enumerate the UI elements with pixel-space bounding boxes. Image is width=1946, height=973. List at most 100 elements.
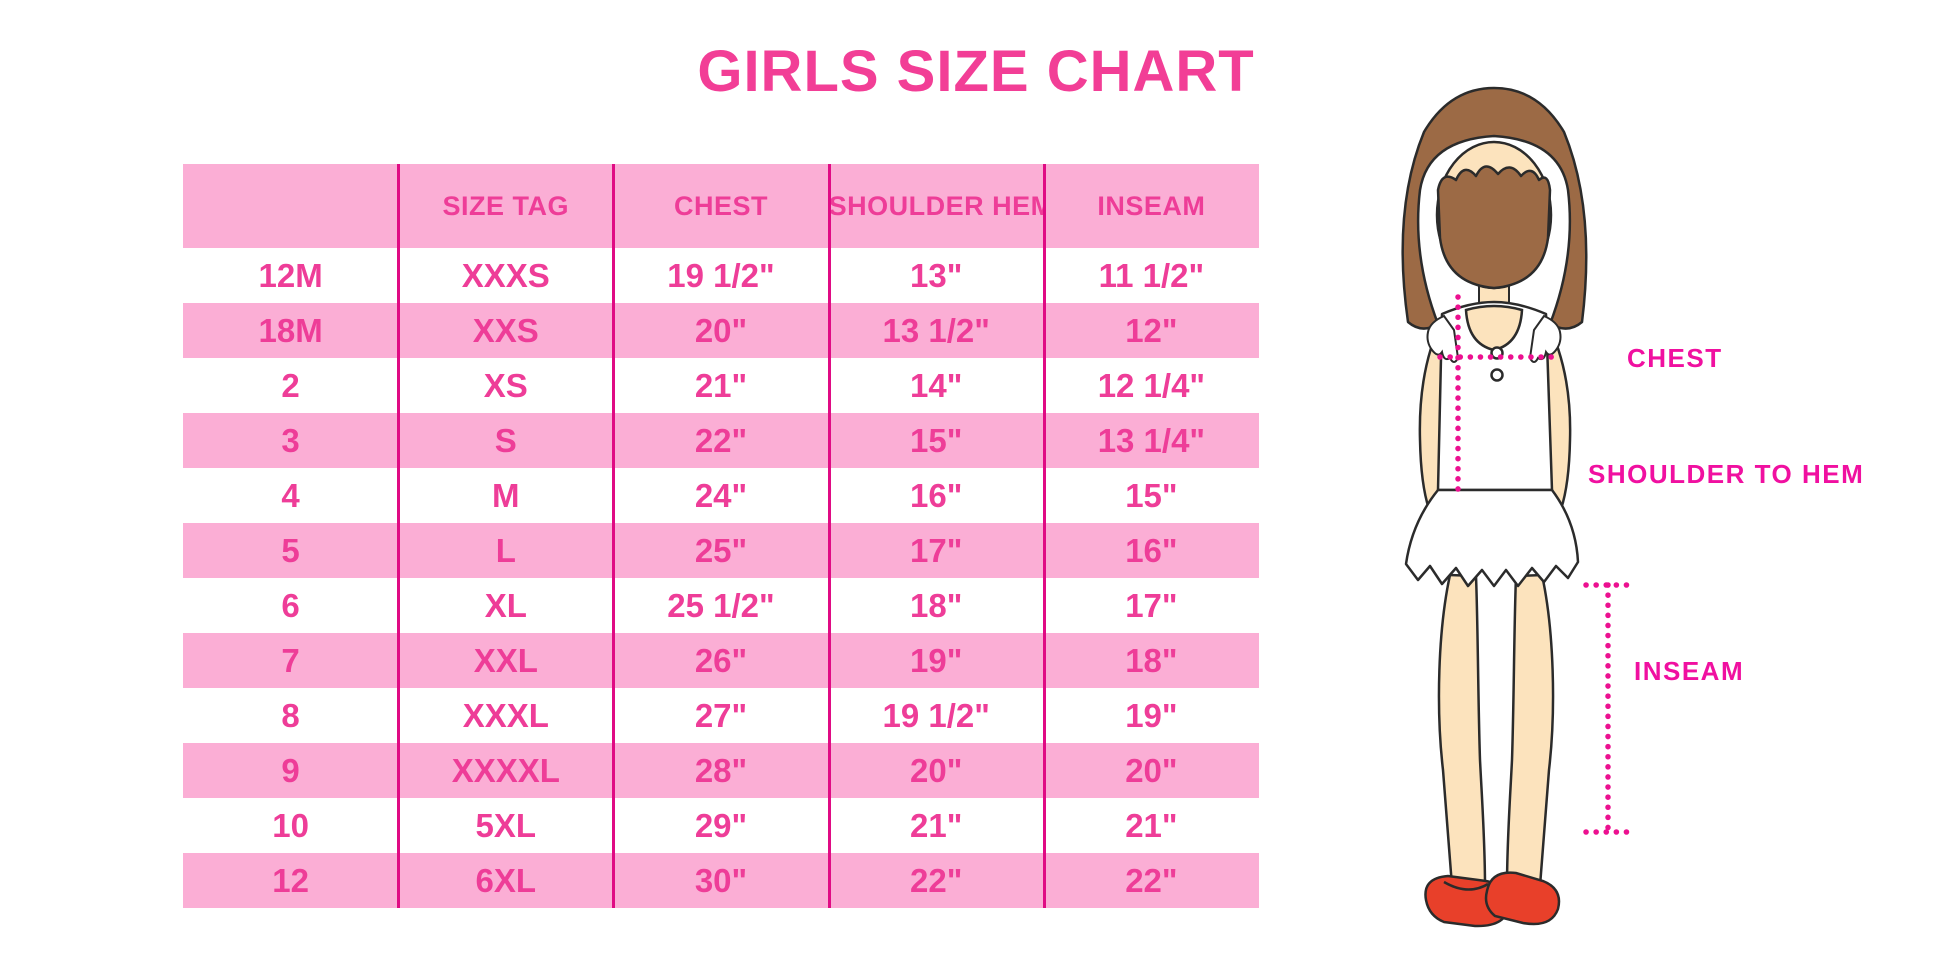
table-cell: 4: [281, 476, 300, 514]
right-ruffle: [1528, 314, 1562, 363]
table-cell: 12: [272, 861, 309, 899]
column-divider: [397, 164, 400, 908]
table-cell: 5XL: [475, 806, 537, 844]
table-cell: 8: [281, 696, 300, 734]
table-row: 10 5XL 29" 21" 21": [183, 798, 1259, 853]
table-cell: 22": [910, 861, 963, 899]
table-row: 8 XXXL 27" 19 1/2" 19": [183, 688, 1259, 743]
table-header: SIZE TAG CHEST SHOULDER HEM INSEAM: [183, 164, 1259, 248]
table-cell: 13 1/4": [1097, 421, 1206, 459]
table-cell: 12M: [258, 256, 323, 294]
table-cell: 9: [281, 751, 300, 789]
table-row: 18M XXS 20" 13 1/2" 12": [183, 303, 1259, 358]
table-cell: 15": [1125, 476, 1178, 514]
button: [1490, 368, 1504, 382]
table-cell: XXXL: [462, 696, 549, 734]
table-cell: XL: [484, 586, 527, 624]
table-cell: XXXXL: [451, 751, 560, 789]
table-cell: 6: [281, 586, 300, 624]
table-cell: 20": [910, 751, 963, 789]
table-cell: 21": [1125, 806, 1178, 844]
table-cell: 25": [694, 531, 748, 569]
header-cell: SHOULDER HEM: [828, 190, 1044, 221]
table-row: 2 XS 21" 14" 12 1/4": [183, 358, 1259, 413]
table-cell: 19 1/2": [667, 256, 775, 294]
shoulder-to-hem-label: SHOULDER TO HEM: [1588, 459, 1865, 489]
table-row: 4 M 24" 16" 15": [183, 468, 1259, 523]
table-cell: 21": [694, 366, 748, 404]
table-cell: L: [495, 531, 516, 569]
table-cell: 11 1/2": [1098, 256, 1205, 294]
table-row: 5 L 25" 17" 16": [183, 523, 1259, 578]
table-cell: 20": [1125, 751, 1178, 789]
table-cell: 17": [910, 531, 963, 569]
top-bodice: [1436, 300, 1554, 492]
table-cell: 20": [694, 311, 748, 349]
table-row: 6 XL 25 1/2" 18" 17": [183, 578, 1259, 633]
table-body: 12M XXXS 19 1/2" 13" 11 1/2" 18M XXS 20" 13 1/2"…: [183, 248, 1259, 908]
column-divider: [612, 164, 615, 908]
header-cell: SIZE TAG: [442, 190, 570, 221]
table-row: 12 6XL 30" 22" 22": [183, 853, 1259, 908]
table-cell: 15": [910, 421, 963, 459]
table-row: 12M XXXS 19 1/2" 13" 11 1/2": [183, 248, 1259, 303]
table-row: 3 S 22" 15" 13 1/4": [183, 413, 1259, 468]
table-cell: 21": [910, 806, 963, 844]
table-cell: 7: [281, 641, 300, 679]
table-cell: M: [492, 476, 520, 514]
table-cell: 6XL: [475, 861, 537, 899]
table-cell: 5: [281, 531, 300, 569]
table-cell: 22": [694, 421, 748, 459]
ruffle-skirt: [1404, 488, 1580, 588]
table-cell: 26": [694, 641, 748, 679]
table-cell: 12": [1125, 311, 1178, 349]
table-row: 7 XXL 26" 19" 18": [183, 633, 1259, 688]
table-cell: 29": [694, 806, 748, 844]
table-cell: 28": [694, 751, 748, 789]
table-cell: 24": [694, 476, 748, 514]
table-cell: 19": [910, 641, 963, 679]
table-cell: S: [494, 421, 517, 459]
inseam-label: INSEAM: [1634, 656, 1745, 686]
table-cell: 13 1/2": [882, 311, 990, 349]
table-cell: XXL: [473, 641, 538, 679]
table-cell: 3: [281, 421, 300, 459]
table-cell: 10: [272, 806, 309, 844]
table-cell: 17": [1125, 586, 1178, 624]
page-title: GIRLS SIZE CHART: [697, 39, 1255, 104]
table-cell: 2: [281, 366, 300, 404]
table-cell: 13": [910, 256, 963, 294]
girls-size-table: SIZE TAG CHEST SHOULDER HEM INSEAM 12M XXXS 1…: [183, 164, 1259, 908]
table-cell: 14": [910, 366, 963, 404]
right-leg: [1505, 573, 1555, 888]
table-cell: 16": [1125, 531, 1178, 569]
right-shoe: [1484, 871, 1561, 926]
table-cell: 22": [1125, 861, 1178, 899]
column-divider: [1043, 164, 1046, 908]
table-cell: 25 1/2": [667, 586, 775, 624]
table-cell: 18M: [258, 311, 323, 349]
chest-label: CHEST: [1627, 343, 1723, 373]
header-cell: INSEAM: [1097, 190, 1206, 221]
table-cell: 19 1/2": [882, 696, 990, 734]
table-cell: 12 1/4": [1097, 366, 1206, 404]
table-cell: 18": [1125, 641, 1178, 679]
table-cell: XS: [483, 366, 528, 404]
girl-illustration: [1401, 86, 1633, 928]
table-cell: 19": [1125, 696, 1178, 734]
table-cell: 16": [910, 476, 963, 514]
table-cell: XXXS: [461, 256, 550, 294]
left-leg: [1437, 573, 1487, 888]
table-cell: 18": [910, 586, 963, 624]
measurement-lines: [1437, 294, 1633, 835]
table-cell: XXS: [472, 311, 539, 349]
table-row: 9 XXXXL 28" 20" 20": [183, 743, 1259, 798]
shoe-strap: [1443, 880, 1489, 891]
header-cell: CHEST: [673, 190, 768, 221]
table-cell: 30": [694, 861, 748, 899]
left-ruffle: [1426, 314, 1460, 363]
table-cell: 27": [694, 696, 748, 734]
neckline: [1464, 304, 1524, 352]
column-divider: [828, 164, 831, 908]
